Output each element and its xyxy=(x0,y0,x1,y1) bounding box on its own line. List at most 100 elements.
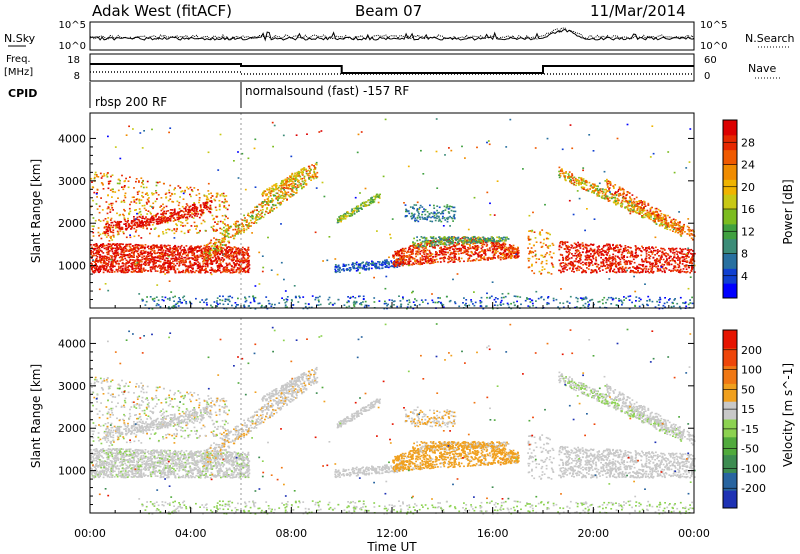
power-cell xyxy=(139,216,142,219)
power-cell xyxy=(258,218,261,220)
power-cell xyxy=(120,221,123,223)
power-cell xyxy=(500,253,502,255)
power-cell xyxy=(221,193,223,195)
power-cell xyxy=(180,230,183,233)
power-cell xyxy=(247,246,250,249)
power-cell xyxy=(110,264,112,266)
power-cell xyxy=(105,251,108,254)
power-cell xyxy=(212,225,215,227)
power-cell xyxy=(351,211,354,214)
power-cell xyxy=(290,178,293,181)
power-cell xyxy=(297,175,299,178)
power-cell xyxy=(393,256,395,259)
power-cell xyxy=(214,252,217,254)
power-cell xyxy=(292,193,295,196)
power-cell xyxy=(136,218,139,221)
power-cell xyxy=(419,241,422,244)
power-cell xyxy=(485,242,488,244)
power-cell xyxy=(174,271,177,273)
power-cell xyxy=(444,219,447,221)
power-cell xyxy=(121,259,124,261)
power-cell xyxy=(124,267,127,269)
power-cell xyxy=(496,248,499,250)
power-cell xyxy=(363,266,365,268)
power-cell xyxy=(395,264,398,267)
power-cell xyxy=(98,271,101,274)
power-cell xyxy=(134,224,136,227)
power-cell xyxy=(376,195,379,198)
power-cell xyxy=(261,211,264,213)
power-cell xyxy=(203,262,206,265)
power-cell xyxy=(270,206,273,209)
power-cell xyxy=(450,237,453,240)
power-cell xyxy=(107,253,110,255)
power-cell xyxy=(197,231,200,234)
power-cell xyxy=(161,266,164,269)
power-cell xyxy=(92,251,94,253)
power-cell xyxy=(394,250,396,253)
power-cell xyxy=(117,197,119,199)
power-cell xyxy=(158,181,161,183)
power-cell xyxy=(433,204,435,207)
power-cell xyxy=(108,226,111,229)
power-cell xyxy=(110,245,113,247)
power-cell xyxy=(425,240,427,243)
power-cell xyxy=(110,204,113,207)
power-cell xyxy=(374,265,376,268)
power-cell xyxy=(357,267,359,269)
power-cell xyxy=(214,221,216,223)
power-cell xyxy=(361,202,364,204)
power-cell xyxy=(160,218,162,221)
power-cell xyxy=(194,246,197,248)
power-cell xyxy=(226,200,228,203)
power-cell xyxy=(158,216,160,218)
power-cell xyxy=(428,212,431,215)
power-cell xyxy=(150,245,153,248)
power-cell xyxy=(100,177,103,179)
power-cell xyxy=(416,208,419,211)
power-cell xyxy=(441,257,443,259)
power-cell xyxy=(178,217,181,219)
power-cell xyxy=(243,214,245,217)
power-cell xyxy=(243,270,245,272)
power-cell xyxy=(469,254,472,257)
power-cell xyxy=(411,257,414,259)
power-cell xyxy=(144,193,147,195)
power-cell xyxy=(296,184,299,186)
power-cell xyxy=(128,248,131,251)
power-cell xyxy=(417,214,420,217)
power-cell xyxy=(228,241,231,244)
power-cell xyxy=(178,256,181,258)
power-cell xyxy=(171,255,174,257)
power-cell xyxy=(153,252,156,255)
power-cell xyxy=(169,265,172,267)
power-cell xyxy=(97,261,99,263)
power-cell xyxy=(94,173,96,176)
power-cell xyxy=(116,245,118,247)
power-cell xyxy=(203,252,206,255)
power-cell xyxy=(271,210,274,212)
power-cell xyxy=(393,261,395,263)
power-cell xyxy=(361,267,364,270)
power-cell xyxy=(175,223,177,225)
power-cell xyxy=(487,249,489,252)
power-cell xyxy=(146,203,148,205)
power-cell xyxy=(202,260,204,263)
power-cell xyxy=(210,263,213,265)
power-cell xyxy=(389,265,392,268)
power-cell xyxy=(119,267,122,269)
power-cell xyxy=(187,213,190,216)
power-cell xyxy=(139,268,141,271)
power-cell xyxy=(179,214,182,217)
power-cell xyxy=(420,245,423,248)
power-cell xyxy=(173,268,176,271)
beam-title: Beam 07 xyxy=(355,2,422,20)
power-cell xyxy=(474,237,477,240)
power-cell xyxy=(135,247,138,249)
power-cell xyxy=(191,209,194,211)
power-cell xyxy=(230,236,232,238)
power-cell xyxy=(239,271,242,273)
power-cell xyxy=(140,213,142,216)
power-cell xyxy=(505,257,508,260)
power-cell xyxy=(159,256,162,259)
